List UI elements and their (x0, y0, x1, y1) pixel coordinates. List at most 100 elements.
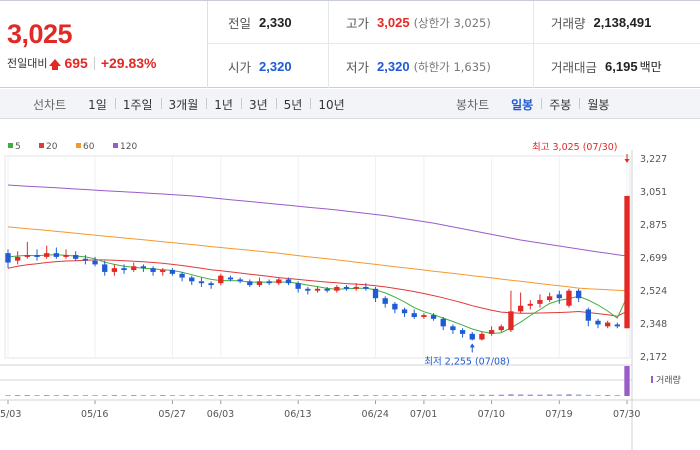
change-row: 전일대비 695 +29.83% (7, 55, 157, 71)
line-period-3m[interactable]: 3개월 (160, 96, 207, 113)
line-period-3y[interactable]: 3년 (240, 96, 276, 113)
low-label: 저가 (346, 60, 370, 75)
volume-bar (488, 394, 495, 396)
line-period-1d[interactable]: 1일 (88, 97, 107, 112)
volume-bar (556, 394, 562, 396)
candle-body (276, 279, 282, 284)
trade-value-label: 거래대금 (551, 60, 598, 75)
candle-body (353, 286, 359, 289)
volume-bar (276, 395, 282, 396)
candle-period-monthly[interactable]: 월봉 (579, 96, 617, 113)
legend-swatch-20 (39, 143, 44, 148)
volume-value: 2,138,491 (593, 15, 652, 30)
candle-body (266, 281, 272, 284)
volume-bar (179, 395, 185, 396)
volume-bar (498, 394, 504, 396)
volume-bar (421, 395, 427, 396)
volume-bar (305, 395, 311, 396)
high-annotation: 최고 3,025 (07/30) (532, 142, 618, 153)
candle-body (63, 255, 69, 257)
candle-body (160, 270, 166, 272)
high-label: 고가 (346, 16, 370, 31)
volume-bar (430, 395, 437, 396)
candle-body (566, 290, 572, 306)
candle-body (208, 283, 214, 286)
legend-swatch-120 (113, 143, 118, 148)
trade-value-value: 6,195 (605, 59, 638, 74)
y-tick-label: 3,051 (640, 187, 667, 198)
candle-body (537, 300, 543, 304)
quote-header: 3,025 전일대비 695 +29.83% 전일 2,330 고가 3,025… (0, 0, 700, 88)
candle-period-weekly[interactable]: 주봉 (541, 96, 579, 113)
volume-bar (566, 394, 572, 396)
candle-body (179, 273, 185, 278)
candle-body (517, 305, 524, 312)
candle-body (218, 275, 224, 284)
candle-body (198, 281, 205, 284)
x-tick-label: 07/01 (410, 409, 437, 420)
volume-bar (131, 395, 137, 396)
volume-bar (479, 394, 485, 396)
divider (328, 1, 329, 88)
x-tick-label: 06/03 (207, 409, 234, 420)
change-label: 전일대비 (7, 57, 48, 70)
candle-body (111, 268, 118, 272)
volume-bar (614, 395, 620, 396)
volume-bar (295, 395, 301, 396)
volume-bar (334, 395, 340, 396)
candle-body (430, 315, 437, 319)
prev-close-value: 2,330 (259, 15, 292, 30)
volume-bar (140, 395, 147, 396)
volume-bar (392, 395, 398, 396)
candle-body (614, 324, 620, 327)
candle-chart-title: 봉차트 (456, 97, 490, 112)
candle-body (343, 286, 350, 289)
high-arrow-head (624, 159, 630, 163)
plot-frame (4, 155, 631, 359)
candle-body (556, 294, 562, 299)
volume-bar (537, 394, 543, 396)
volume-bar (517, 394, 524, 396)
candle-body (508, 311, 514, 331)
volume-bar (5, 395, 11, 396)
volume-legend-label: 거래량 (656, 374, 681, 386)
candle-body (382, 298, 388, 304)
volume-bar (450, 395, 456, 396)
candle-body (24, 255, 31, 257)
volume-bar (266, 395, 272, 396)
y-tick-label: 2,524 (640, 286, 667, 297)
candle-body (575, 290, 582, 299)
volume-bar (198, 395, 205, 396)
line-period-1y[interactable]: 1년 (206, 96, 241, 113)
line-period-1w[interactable]: 1주일 (114, 96, 161, 113)
low-annotation: 최저 2,255 (07/08) (424, 356, 510, 367)
candle-body (189, 277, 195, 282)
candle-body (53, 253, 60, 257)
x-tick-label: 05/03 (0, 409, 21, 420)
change-value: 695 (64, 55, 88, 71)
candle-period-daily[interactable]: 일봉 (511, 97, 534, 112)
candle-body (15, 256, 21, 261)
volume-bar (121, 395, 127, 396)
candle-body (285, 279, 292, 284)
x-tick-label: 05/16 (81, 409, 108, 420)
lower-limit-text: (하한가 1,635) (413, 59, 491, 74)
volume-bar (624, 366, 630, 396)
ma20-line (7, 259, 628, 317)
volume-bar (73, 395, 79, 396)
line-period-5y[interactable]: 5년 (275, 96, 311, 113)
candle-body (73, 255, 79, 259)
x-tick-label: 06/24 (362, 409, 389, 420)
line-chart-title: 선차트 (33, 97, 67, 112)
candle-body (92, 260, 98, 265)
candle-body (401, 309, 408, 314)
current-price: 3,025 (7, 19, 73, 49)
line-period-10y[interactable]: 10년 (310, 96, 352, 113)
volume-bar (527, 394, 533, 396)
volume-bar (585, 394, 591, 396)
volume-bar (411, 395, 417, 396)
volume-bar (469, 394, 475, 396)
x-tick-label: 06/13 (284, 409, 311, 420)
stock-chart: 5 20 60 120 3,227 3,051 2,875 2,699 2,524 2,348 2,… (0, 130, 700, 450)
quote-info-grid: 전일 2,330 고가 3,025 (상한가 3,025) 거래량 2,138,… (208, 1, 700, 88)
